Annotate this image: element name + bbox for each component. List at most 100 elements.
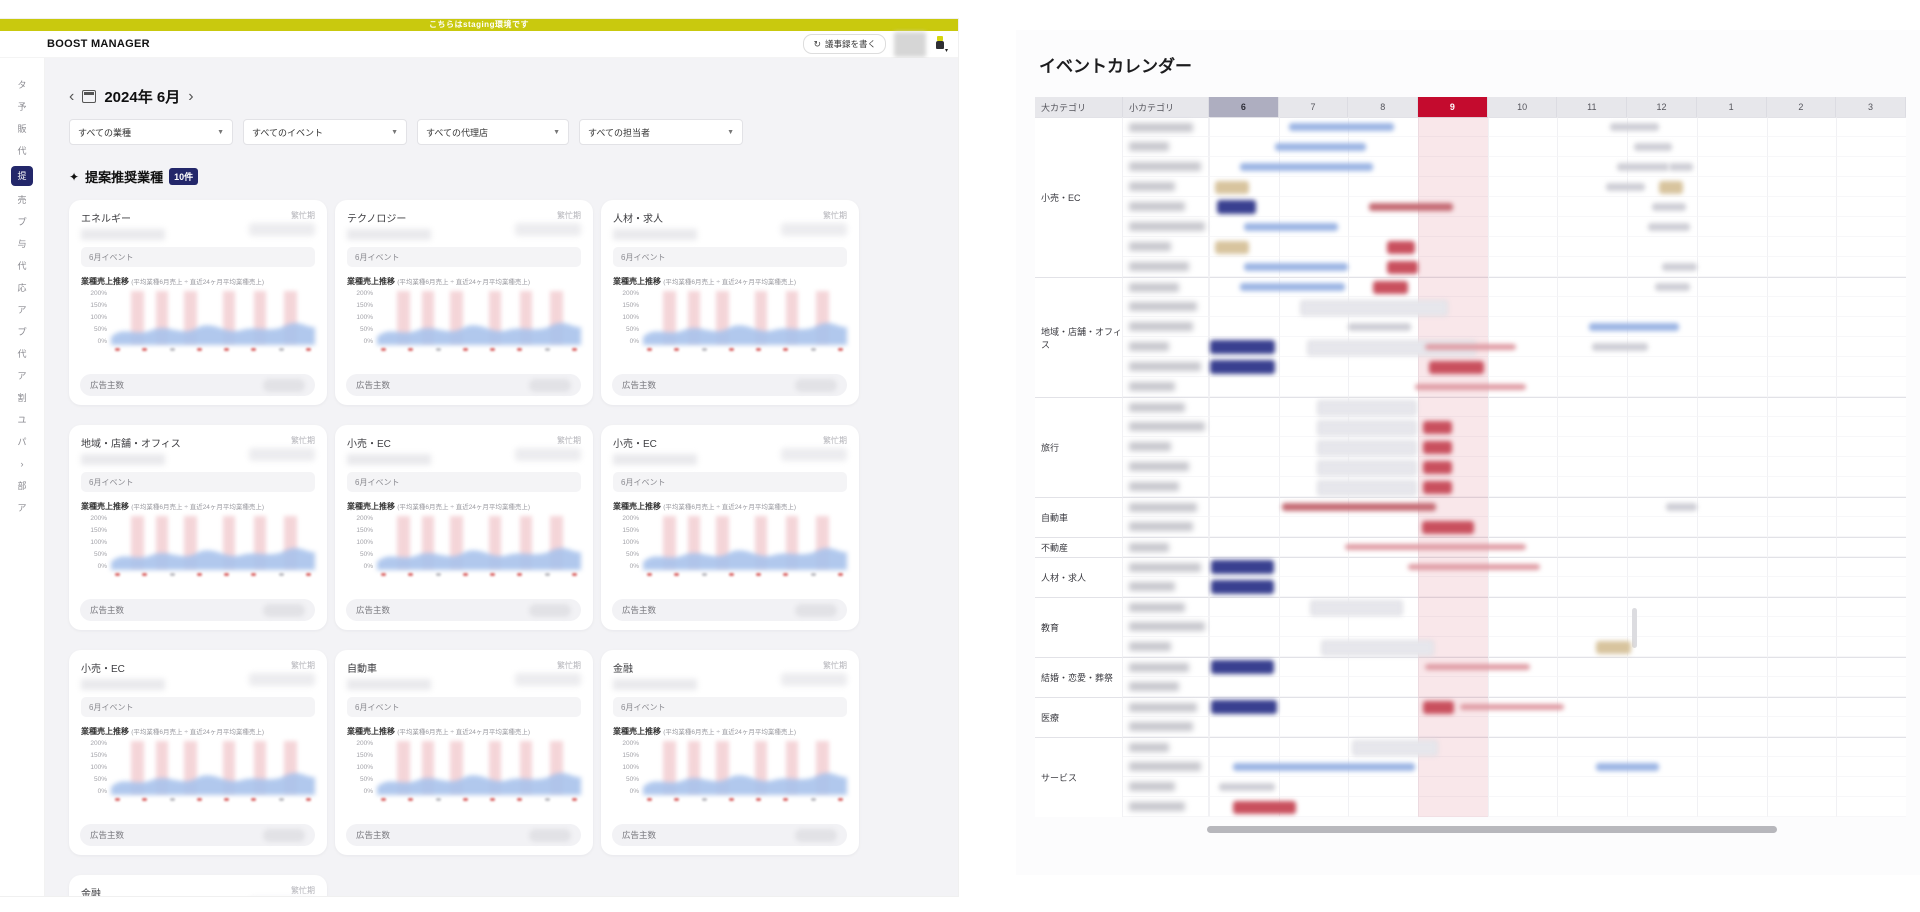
- calendar-cell[interactable]: [1487, 257, 1558, 277]
- calendar-cell[interactable]: [1696, 477, 1767, 497]
- calendar-cell[interactable]: [1278, 277, 1349, 297]
- calendar-cell[interactable]: [1348, 437, 1419, 457]
- industry-card[interactable]: エネルギー 繁忙期 6月イベント 業種売上推移 (平均業種6月売上 ÷ 直近24…: [69, 200, 327, 405]
- calendar-cell[interactable]: [1278, 737, 1349, 757]
- calendar-cell[interactable]: [1278, 637, 1349, 657]
- calendar-cell[interactable]: [1766, 537, 1837, 557]
- calendar-cell[interactable]: [1348, 317, 1419, 337]
- calendar-cell[interactable]: [1766, 417, 1837, 437]
- calendar-cell[interactable]: [1766, 617, 1837, 637]
- calendar-cell[interactable]: [1209, 437, 1279, 457]
- calendar-cell[interactable]: [1766, 557, 1837, 577]
- calendar-cell[interactable]: [1557, 677, 1628, 697]
- calendar-cell[interactable]: [1836, 297, 1906, 317]
- calendar-cell[interactable]: [1209, 157, 1279, 177]
- calendar-cell[interactable]: [1209, 417, 1279, 437]
- calendar-cell[interactable]: [1696, 217, 1767, 237]
- calendar-cell[interactable]: [1348, 597, 1419, 617]
- calendar-cell[interactable]: [1557, 797, 1628, 817]
- calendar-cell[interactable]: [1278, 397, 1349, 417]
- calendar-cell[interactable]: [1418, 657, 1488, 677]
- calendar-cell[interactable]: [1696, 737, 1767, 757]
- calendar-cell[interactable]: [1418, 617, 1488, 637]
- calendar-cell[interactable]: [1348, 777, 1419, 797]
- calendar-cell[interactable]: [1557, 277, 1628, 297]
- sidebar-item[interactable]: プ: [17, 327, 27, 337]
- calendar-cell[interactable]: [1418, 177, 1488, 197]
- calendar-cell[interactable]: [1348, 497, 1419, 517]
- calendar-cell[interactable]: [1557, 317, 1628, 337]
- calendar-cell[interactable]: [1627, 277, 1697, 297]
- calendar-cell[interactable]: [1209, 297, 1279, 317]
- calendar-cell[interactable]: [1696, 377, 1767, 397]
- calendar-cell[interactable]: [1487, 277, 1558, 297]
- calendar-cell[interactable]: [1418, 117, 1488, 137]
- calendar-cell[interactable]: [1418, 717, 1488, 737]
- calendar-cell[interactable]: [1487, 377, 1558, 397]
- calendar-cell[interactable]: [1418, 137, 1488, 157]
- calendar-cell[interactable]: [1627, 497, 1697, 517]
- calendar-cell[interactable]: [1209, 597, 1279, 617]
- industry-card[interactable]: 小売・EC 繁忙期 6月イベント 業種売上推移 (平均業種6月売上 ÷ 直近24…: [601, 425, 859, 630]
- calendar-cell[interactable]: [1696, 577, 1767, 597]
- calendar-cell[interactable]: [1487, 497, 1558, 517]
- industry-card[interactable]: 地域・店舗・オフィス 繁忙期 6月イベント 業種売上推移 (平均業種6月売上 ÷…: [69, 425, 327, 630]
- calendar-cell[interactable]: [1696, 517, 1767, 537]
- calendar-cell[interactable]: [1487, 677, 1558, 697]
- calendar-cell[interactable]: [1209, 197, 1279, 217]
- calendar-cell[interactable]: [1836, 777, 1906, 797]
- calendar-cell[interactable]: [1766, 257, 1837, 277]
- calendar-cell[interactable]: [1627, 677, 1697, 697]
- calendar-cell[interactable]: [1557, 697, 1628, 717]
- calendar-cell[interactable]: [1766, 177, 1837, 197]
- advertiser-count-accordion[interactable]: 広告主数: [346, 599, 581, 621]
- month-events-accordion[interactable]: 6月イベント: [347, 247, 581, 267]
- calendar-cell[interactable]: [1696, 157, 1767, 177]
- calendar-cell[interactable]: [1209, 757, 1279, 777]
- calendar-cell[interactable]: [1418, 677, 1488, 697]
- calendar-cell[interactable]: [1278, 217, 1349, 237]
- staff-filter[interactable]: すべての担当者 ▼: [579, 119, 743, 145]
- calendar-cell[interactable]: [1836, 497, 1906, 517]
- calendar-cell[interactable]: [1696, 597, 1767, 617]
- calendar-cell[interactable]: [1766, 717, 1837, 737]
- calendar-cell[interactable]: [1418, 637, 1488, 657]
- calendar-cell[interactable]: [1836, 397, 1906, 417]
- calendar-cell[interactable]: [1836, 317, 1906, 337]
- calendar-cell[interactable]: [1418, 277, 1488, 297]
- calendar-cell[interactable]: [1836, 697, 1906, 717]
- calendar-cell[interactable]: [1627, 397, 1697, 417]
- advertiser-count-accordion[interactable]: 広告主数: [80, 824, 315, 846]
- calendar-cell[interactable]: [1557, 737, 1628, 757]
- sidebar-item[interactable]: 販: [17, 124, 27, 134]
- calendar-cell[interactable]: [1418, 777, 1488, 797]
- calendar-cell[interactable]: [1487, 577, 1558, 597]
- industry-filter[interactable]: すべての業種 ▼: [69, 119, 233, 145]
- calendar-cell[interactable]: [1627, 537, 1697, 557]
- calendar-cell[interactable]: [1836, 477, 1906, 497]
- calendar-cell[interactable]: [1627, 297, 1697, 317]
- calendar-cell[interactable]: [1766, 517, 1837, 537]
- calendar-cell[interactable]: [1487, 537, 1558, 557]
- calendar-cell[interactable]: [1627, 437, 1697, 457]
- calendar-cell[interactable]: [1278, 797, 1349, 817]
- calendar-cell[interactable]: [1766, 317, 1837, 337]
- calendar-cell[interactable]: [1278, 477, 1349, 497]
- calendar-cell[interactable]: [1836, 137, 1906, 157]
- sidebar-item[interactable]: パ: [17, 437, 27, 447]
- calendar-cell[interactable]: [1557, 157, 1628, 177]
- calendar-cell[interactable]: [1209, 477, 1279, 497]
- calendar-cell[interactable]: [1487, 397, 1558, 417]
- calendar-cell[interactable]: [1348, 637, 1419, 657]
- calendar-cell[interactable]: [1209, 517, 1279, 537]
- month-events-accordion[interactable]: 6月イベント: [613, 247, 847, 267]
- calendar-cell[interactable]: [1209, 637, 1279, 657]
- calendar-cell[interactable]: [1696, 457, 1767, 477]
- calendar-cell[interactable]: [1348, 617, 1419, 637]
- month-events-accordion[interactable]: 6月イベント: [613, 697, 847, 717]
- calendar-cell[interactable]: [1348, 737, 1419, 757]
- calendar-cell[interactable]: [1836, 217, 1906, 237]
- calendar-cell[interactable]: [1487, 637, 1558, 657]
- calendar-cell[interactable]: [1557, 377, 1628, 397]
- calendar-cell[interactable]: [1766, 457, 1837, 477]
